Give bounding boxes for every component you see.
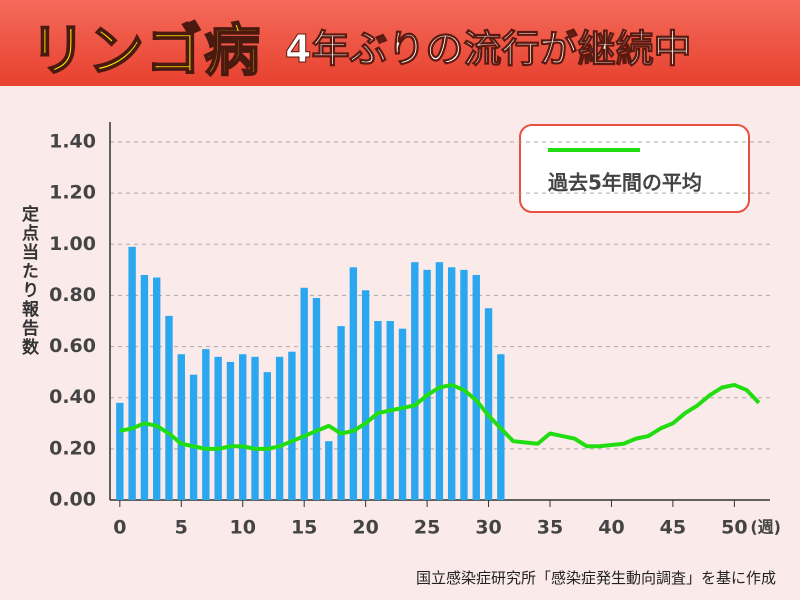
bar [411,262,419,500]
title: リンゴ病 [29,18,262,85]
bar [239,354,247,500]
bar [435,262,444,500]
x-tick-label: 0 [113,517,126,539]
legend-label: 過去5年間の平均 [548,171,702,195]
x-tick-label: 10 [230,517,256,539]
bar [361,290,370,500]
bar [275,356,284,500]
bar [214,356,222,500]
bar [140,274,149,500]
bar [398,328,407,500]
y-tick-label: 0.20 [49,437,96,459]
bar [128,246,136,500]
bar [226,361,235,500]
bar [312,297,321,500]
x-tick-label: 15 [291,517,317,539]
bar [177,354,185,500]
y-tick-label: 0.00 [49,489,96,511]
bar [472,274,480,500]
bar [374,321,382,500]
bar [165,315,173,500]
y-tick-label: 0.80 [49,284,96,306]
x-axis-label: (週) [750,518,781,537]
subtitle: 4年ぶりの流行が継続中 [284,27,692,72]
bar [300,287,308,500]
bar [337,326,345,500]
x-tick-label: 20 [352,517,378,539]
source-note: 国立感染症研究所「感染症発生動向調査」を基に作成 [415,569,776,587]
y-tick-label: 1.00 [49,233,96,255]
bar [325,441,333,500]
y-tick-label: 1.20 [49,182,96,204]
bar [349,267,358,500]
header: リンゴ病 4年ぶりの流行が継続中 [0,0,800,86]
bar [423,269,431,500]
x-tick-label: 35 [537,517,563,539]
y-tick-label: 1.40 [49,131,96,153]
bar [202,349,210,500]
bar [460,269,468,500]
legend-box [519,124,750,213]
bar [189,374,198,500]
y-tick-label: 0.60 [49,335,96,357]
x-tick-label: 5 [175,517,188,539]
y-tick-label: 0.40 [49,386,96,408]
x-tick-label: 25 [414,517,440,539]
bar [153,277,161,500]
y-axis-label: 定点当たり報告数 [18,205,38,357]
bar [484,308,493,500]
line [119,382,761,451]
bar [263,372,272,500]
x-tick-label: 30 [475,517,501,539]
bar [116,402,124,500]
bar [288,351,296,500]
x-tick-label: 45 [660,517,686,539]
x-tick-label: 50 [721,517,747,539]
bar [251,356,259,500]
x-tick-label: 40 [598,517,624,539]
